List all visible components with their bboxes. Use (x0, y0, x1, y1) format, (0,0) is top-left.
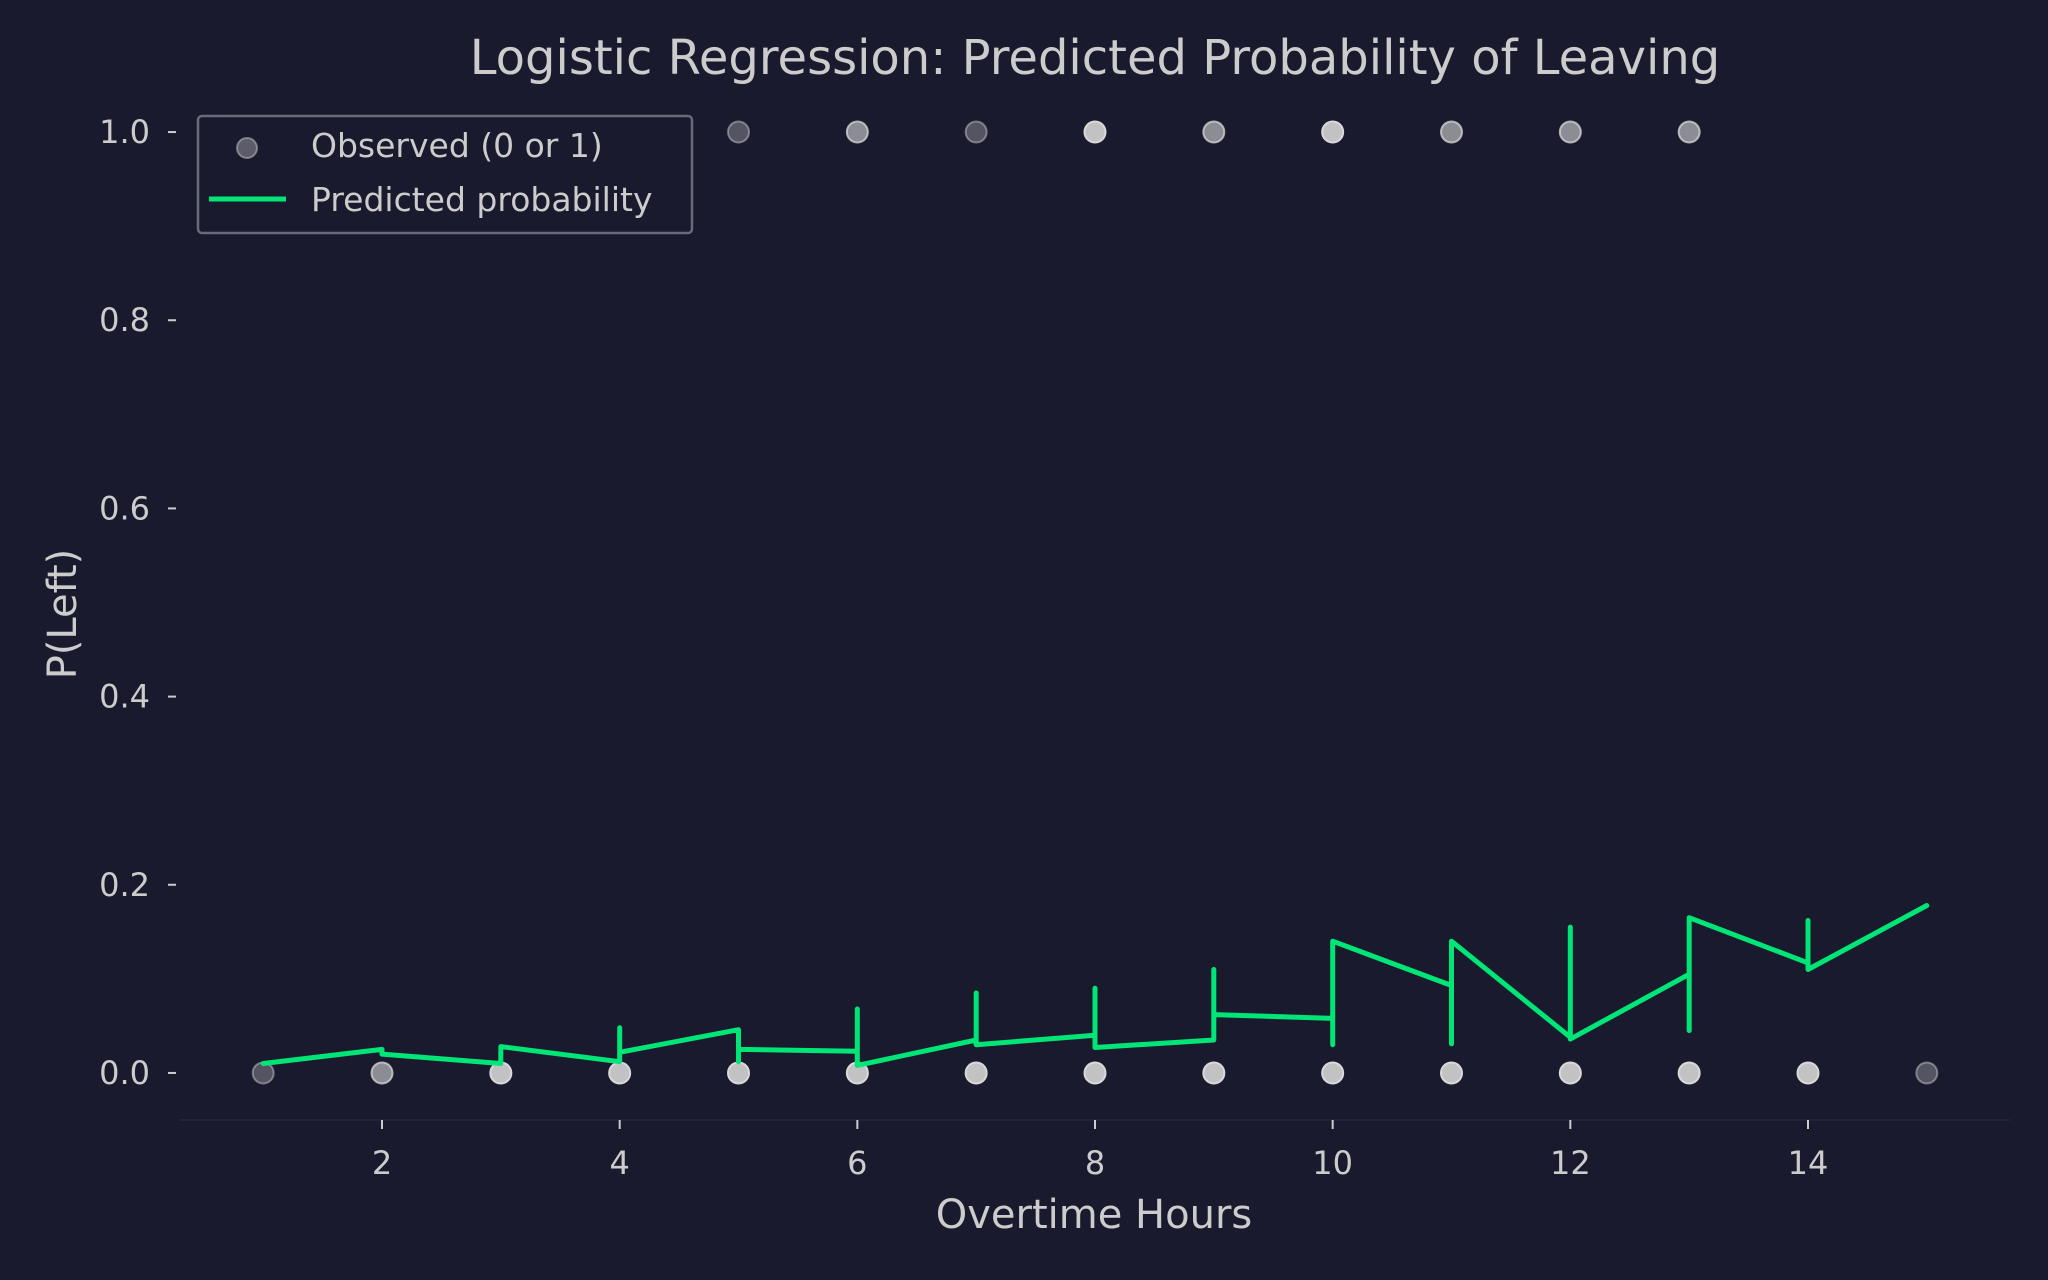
observed-point (1558, 1061, 1582, 1085)
observed-point (1439, 120, 1463, 144)
x-tick-label: 14 (1788, 1144, 1829, 1182)
observed-point (1796, 1061, 1820, 1085)
observed-point (727, 120, 751, 144)
x-tick-label: 4 (609, 1144, 629, 1182)
predicted-probability-series (260, 903, 1930, 1068)
observed-point (1202, 1061, 1226, 1085)
observed-point (1558, 120, 1582, 144)
observed-point (1321, 120, 1345, 144)
y-tick-label: 1.0 (99, 113, 150, 151)
y-tick-label: 0.8 (99, 301, 150, 339)
observed-point (1083, 1061, 1107, 1085)
observed-point (845, 120, 869, 144)
observed-point (608, 1061, 632, 1085)
observed-point (1083, 120, 1107, 144)
y-axis-label: P(Left) (40, 549, 86, 680)
observed-point (1915, 1061, 1939, 1085)
observed-point (964, 1061, 988, 1085)
predicted-probability-line (260, 903, 1930, 1068)
observed-point (727, 1061, 751, 1085)
legend-observed-marker (236, 137, 258, 159)
observed-points (251, 120, 1939, 1085)
x-axis-label: Overtime Hours (936, 1192, 1252, 1238)
chart-title: Logistic Regression: Predicted Probabili… (470, 30, 1720, 86)
y-axis: 0.0 0.2 0.4 0.6 0.8 1.0 (99, 113, 176, 1092)
observed-point (1202, 120, 1226, 144)
legend: Observed (0 or 1) Predicted probability (196, 114, 694, 235)
x-tick-label: 12 (1550, 1144, 1591, 1182)
legend-observed-label: Observed (0 or 1) (311, 126, 603, 165)
x-tick-label: 6 (847, 1144, 867, 1182)
observed-point (1677, 120, 1701, 144)
observed-point (964, 120, 988, 144)
legend-box (196, 114, 694, 235)
y-tick-label: 0.0 (99, 1054, 150, 1092)
observed-point (370, 1061, 394, 1085)
observed-point (1677, 1061, 1701, 1085)
x-tick-label: 10 (1312, 1144, 1353, 1182)
observed-point (1439, 1061, 1463, 1085)
observed-point (1321, 1061, 1345, 1085)
legend-predicted-label: Predicted probability (311, 180, 652, 219)
y-tick-label: 0.2 (99, 866, 150, 904)
x-tick-label: 2 (372, 1144, 392, 1182)
x-tick-label: 8 (1085, 1144, 1105, 1182)
x-axis: 2 4 6 8 10 12 14 (180, 1119, 2010, 1182)
y-tick-label: 0.4 (99, 678, 150, 716)
y-tick-label: 0.6 (99, 489, 150, 527)
